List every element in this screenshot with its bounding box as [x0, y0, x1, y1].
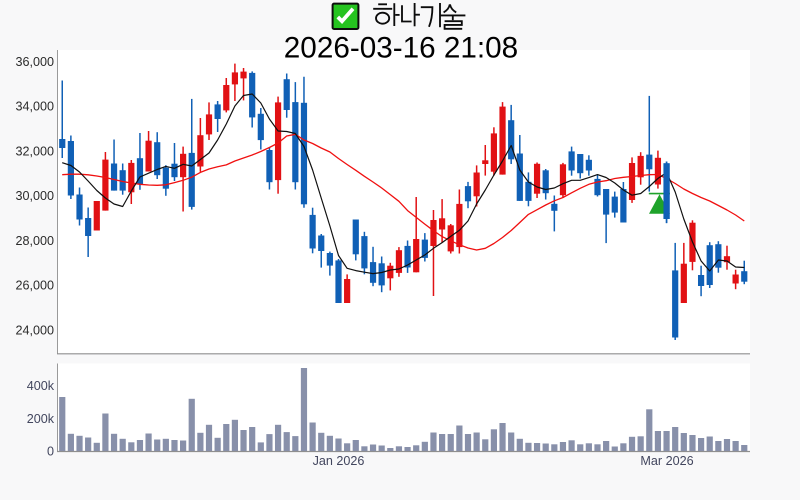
svg-text:26,000: 26,000 [15, 279, 54, 293]
svg-text:0: 0 [47, 444, 54, 458]
svg-text:24,000: 24,000 [15, 323, 54, 337]
svg-text:32,000: 32,000 [15, 144, 54, 158]
svg-text:36,000: 36,000 [15, 55, 54, 69]
svg-text:2026-03-16 21:08: 2026-03-16 21:08 [284, 32, 518, 65]
svg-text:Jan 2026: Jan 2026 [313, 454, 365, 468]
svg-text:400k: 400k [27, 379, 55, 393]
svg-text:30,000: 30,000 [15, 189, 54, 203]
svg-text:34,000: 34,000 [15, 100, 54, 114]
svg-text:200k: 200k [27, 412, 55, 426]
svg-text:28,000: 28,000 [15, 234, 54, 248]
svg-text:Mar 2026: Mar 2026 [640, 454, 693, 468]
